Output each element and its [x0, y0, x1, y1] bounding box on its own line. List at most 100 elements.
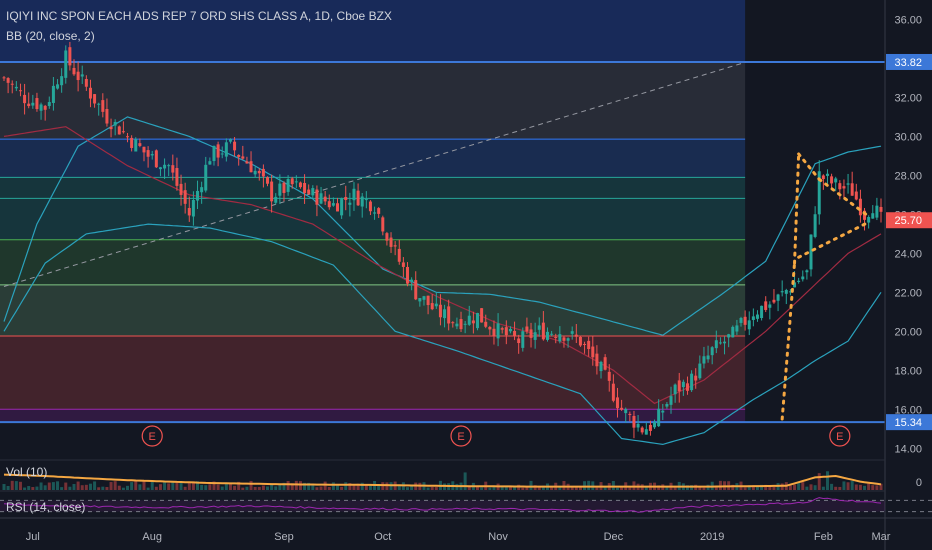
price-axis-bg — [885, 0, 932, 550]
candle-body-186 — [768, 304, 772, 308]
candle-body-136 — [562, 337, 566, 341]
candle-body-107 — [443, 309, 447, 319]
x-tick-8: Mar — [872, 531, 891, 543]
volume-bar-15 — [64, 482, 68, 490]
candle-body-184 — [760, 305, 764, 319]
volume-bar-192 — [793, 484, 797, 490]
candle-body-168 — [694, 375, 698, 381]
candle-body-110 — [455, 323, 459, 327]
candle-body-200 — [825, 173, 829, 176]
candle-body-33 — [138, 143, 142, 146]
candle-body-87 — [360, 196, 364, 207]
volume-bar-210 — [867, 483, 871, 490]
fib-zone-0 — [0, 61, 746, 140]
y-tick-2: 18.00 — [894, 365, 922, 377]
candle-body-99 — [410, 279, 414, 282]
candle-body-19 — [80, 74, 84, 77]
candle-body-78 — [323, 196, 327, 202]
y-tick-11: 36.00 — [894, 14, 922, 26]
rsi-pane-label[interactable]: RSI (14, close) — [6, 500, 86, 514]
candle-body-172 — [710, 347, 714, 356]
bb-basis — [3, 126, 882, 405]
volume-bar-170 — [702, 487, 706, 490]
volume-bar-93 — [385, 482, 389, 490]
candle-body-1 — [6, 78, 10, 83]
candle-body-210 — [867, 217, 871, 223]
volume-bar-138 — [570, 487, 574, 490]
volume-bar-3 — [14, 481, 18, 490]
volume-bar-213 — [879, 483, 883, 490]
candle-body-142 — [587, 340, 591, 350]
y-tick-7: 28.00 — [894, 170, 922, 182]
volume-bar-115 — [475, 486, 479, 490]
candle-body-21 — [88, 87, 92, 99]
candle-body-104 — [430, 303, 434, 310]
volume-bar-148 — [611, 480, 615, 490]
volume-bar-191 — [788, 485, 792, 490]
candle-body-67 — [278, 183, 282, 196]
candle-body-162 — [669, 396, 673, 405]
volume-bar-6 — [27, 486, 31, 490]
volume-bar-51 — [212, 481, 216, 490]
earnings-marker-2 — [829, 425, 851, 447]
candle-body-48 — [200, 187, 204, 193]
chart-title: IQIYI INC SPON EACH ADS REP 7 ORD SHS CL… — [6, 9, 392, 23]
volume-bar-119 — [492, 485, 496, 490]
y-tick-0: 14.00 — [894, 443, 922, 455]
candle-body-119 — [492, 328, 496, 337]
volume-bar-55 — [228, 483, 232, 490]
candle-body-22 — [93, 94, 97, 104]
candle-body-38 — [158, 167, 162, 170]
candle-body-176 — [727, 334, 731, 338]
volume-bar-103 — [426, 487, 430, 490]
candle-body-14 — [60, 76, 64, 86]
candle-body-111 — [459, 319, 463, 330]
candle-body-174 — [718, 342, 722, 344]
volume-bar-45 — [187, 482, 191, 490]
volume-bar-64 — [266, 486, 270, 490]
volume-bar-8 — [35, 486, 39, 490]
volume-bar-87 — [360, 482, 364, 490]
volume-bar-211 — [871, 485, 875, 490]
candle-body-198 — [817, 171, 821, 215]
candle-body-81 — [336, 203, 340, 212]
candle-body-179 — [739, 317, 743, 323]
volume-bar-104 — [430, 486, 434, 490]
volume-bar-126 — [521, 487, 525, 490]
x-tick-3: Oct — [374, 531, 391, 543]
bb-upper-band — [3, 116, 882, 336]
volume-bar-11 — [47, 482, 51, 490]
volume-pane-label[interactable]: Vol (10) — [6, 465, 48, 479]
candle-body-161 — [665, 404, 669, 407]
candle-body-127 — [525, 326, 529, 332]
volume-bar-82 — [340, 486, 344, 490]
candle-body-181 — [747, 320, 751, 330]
volume-bar-31 — [130, 482, 134, 490]
candle-body-190 — [784, 290, 788, 294]
volume-bar-193 — [797, 482, 801, 490]
candle-body-16 — [68, 47, 72, 66]
candle-body-189 — [780, 291, 784, 293]
candle-body-32 — [134, 139, 138, 152]
volume-bar-85 — [352, 484, 356, 490]
candle-body-91 — [377, 208, 381, 214]
y-tick-3: 20.00 — [894, 326, 922, 338]
candle-body-15 — [64, 50, 68, 78]
volume-bar-41 — [171, 482, 175, 490]
candle-body-130 — [537, 325, 541, 330]
volume-bar-75 — [311, 484, 315, 490]
bollinger-bands-legend[interactable]: BB (20, close, 2) — [6, 29, 95, 43]
volume-bar-62 — [257, 486, 261, 490]
candle-body-43 — [179, 183, 183, 195]
candle-body-77 — [319, 193, 323, 204]
candle-body-57 — [237, 154, 241, 157]
volume-bar-208 — [858, 484, 862, 490]
volume-bar-4 — [18, 481, 22, 490]
fib-zone-7 — [0, 409, 746, 423]
volume-bar-183 — [755, 485, 759, 490]
candle-body-88 — [364, 199, 368, 201]
volume-bar-197 — [813, 485, 817, 490]
volume-bar-212 — [875, 485, 879, 490]
volume-bar-42 — [175, 482, 179, 490]
